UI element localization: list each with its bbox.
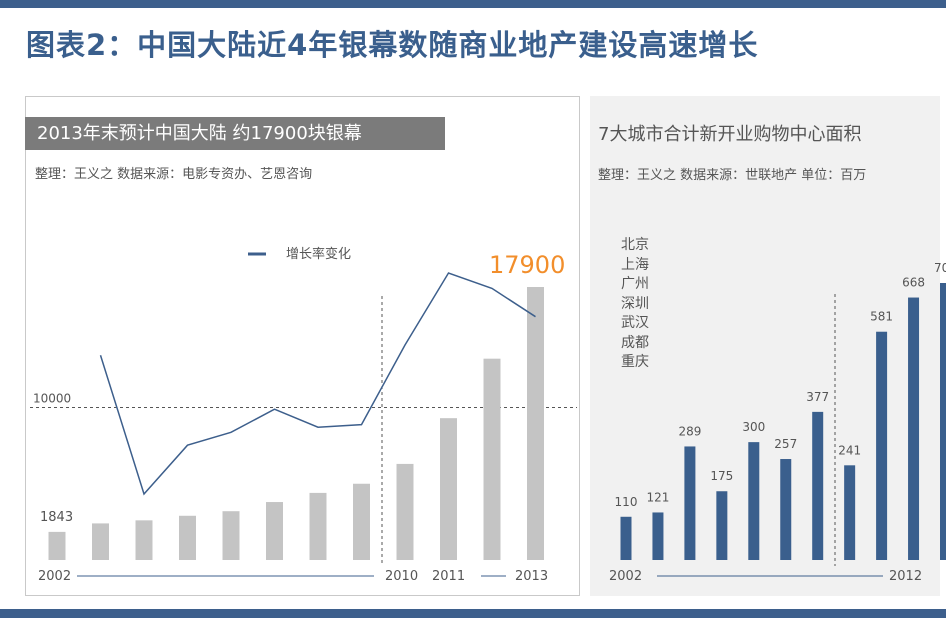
screen-bar [266,502,283,560]
screen-bar [440,418,457,560]
right-chart-header: 7大城市合计新开业购物中心面积 [598,124,862,145]
mall-area-bar [780,459,792,560]
mall-area-bar [844,465,856,560]
mall-area-value-label: 289 [678,424,701,438]
screen-bar [353,483,370,560]
screen-bar [48,531,66,560]
city-item: 武汉 [621,315,649,331]
city-item: 深圳 [621,295,649,312]
page-title: 图表2：中国大陆近4年银幕数随商业地产建设高速增长 [26,28,759,62]
right-chart-source: 整理：王义之 数据来源：世联地产 单位：百万 [598,168,867,183]
mall-area-bar [620,516,632,560]
x-tick-label: 2002 [38,569,71,584]
city-list: 北京 上海 广州 深圳 武汉 成都 重庆 [621,236,649,373]
x-tick-label: 2012 [889,569,922,584]
mall-area-bar [684,446,696,560]
left-chart-header: 2013年末预计中国大陆 约17900块银幕 [25,117,445,150]
mall-area-bar [716,491,728,560]
first-value-label: 1843 [40,510,73,525]
mall-area-bar [940,283,946,560]
legend-label: 增长率变化 [286,246,351,262]
city-item: 北京 [621,237,649,253]
city-item: 广州 [621,276,649,292]
screen-bar [135,520,153,560]
mall-area-value-label: 175 [710,469,733,483]
mall-area-bar [908,297,920,560]
screen-bar [179,515,196,560]
mall-area-bar [812,411,824,560]
mall-area-value-label: 668 [902,276,925,290]
mall-area-bar [748,442,760,560]
screen-bar [396,463,414,560]
city-item: 成都 [621,334,649,351]
city-item: 上海 [621,256,649,273]
mall-area-value-label: 300 [742,420,765,434]
highlight-value-label: 17900 [489,251,565,279]
x-tick-label: 2013 [515,569,548,584]
screen-bar [309,492,327,560]
top-accent-bar [0,0,946,8]
screen-bar [92,523,109,560]
x-tick-label: 2010 [385,569,418,584]
screen-bar [483,358,501,560]
mall-area-bar [876,331,888,560]
mall-area-bar [652,512,664,560]
mall-area-value-label: 121 [646,490,669,504]
reference-line-label: 10000 [33,391,71,405]
x-tick-label: 2011 [432,569,465,584]
mall-area-value-label: 705 [934,261,946,275]
mall-area-value-label: 257 [774,437,797,451]
screen-bar [527,287,544,560]
mall-area-value-label: 581 [870,310,893,324]
mall-area-value-label: 110 [615,495,638,509]
mall-area-value-label: 377 [806,390,829,404]
left-chart-source: 整理：王义之 数据来源：电影专资办、艺恩咨询 [35,167,313,182]
bottom-accent-bar [0,609,946,618]
screen-bar [222,511,240,560]
growth-rate-line [99,272,536,496]
x-tick-label: 2002 [609,569,642,584]
mall-area-value-label: 241 [838,443,861,457]
city-item: 重庆 [621,354,649,370]
